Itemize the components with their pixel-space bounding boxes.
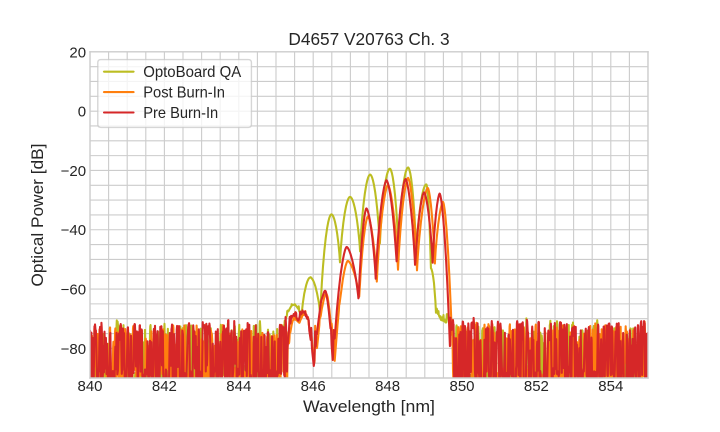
svg-text:−60: −60 <box>61 281 86 298</box>
svg-text:Pre Burn-In: Pre Burn-In <box>143 105 218 122</box>
svg-text:Wavelength [nm]: Wavelength [nm] <box>303 397 435 416</box>
svg-text:840: 840 <box>77 378 102 395</box>
svg-text:846: 846 <box>301 378 326 395</box>
svg-text:D4657 V20763 Ch. 3: D4657 V20763 Ch. 3 <box>288 29 449 49</box>
svg-text:OptoBoard QA: OptoBoard QA <box>143 64 242 81</box>
svg-text:20: 20 <box>69 44 86 61</box>
svg-text:−20: −20 <box>61 163 86 180</box>
svg-text:844: 844 <box>226 378 251 395</box>
svg-text:842: 842 <box>152 378 177 395</box>
svg-text:−40: −40 <box>61 222 86 239</box>
svg-text:854: 854 <box>598 378 623 395</box>
svg-text:Post Burn-In: Post Burn-In <box>143 85 225 102</box>
svg-text:0: 0 <box>78 104 86 121</box>
svg-text:850: 850 <box>449 378 474 395</box>
svg-text:Optical Power [dB]: Optical Power [dB] <box>28 144 47 287</box>
svg-text:−80: −80 <box>61 341 86 358</box>
svg-text:852: 852 <box>524 378 549 395</box>
svg-text:848: 848 <box>375 378 400 395</box>
